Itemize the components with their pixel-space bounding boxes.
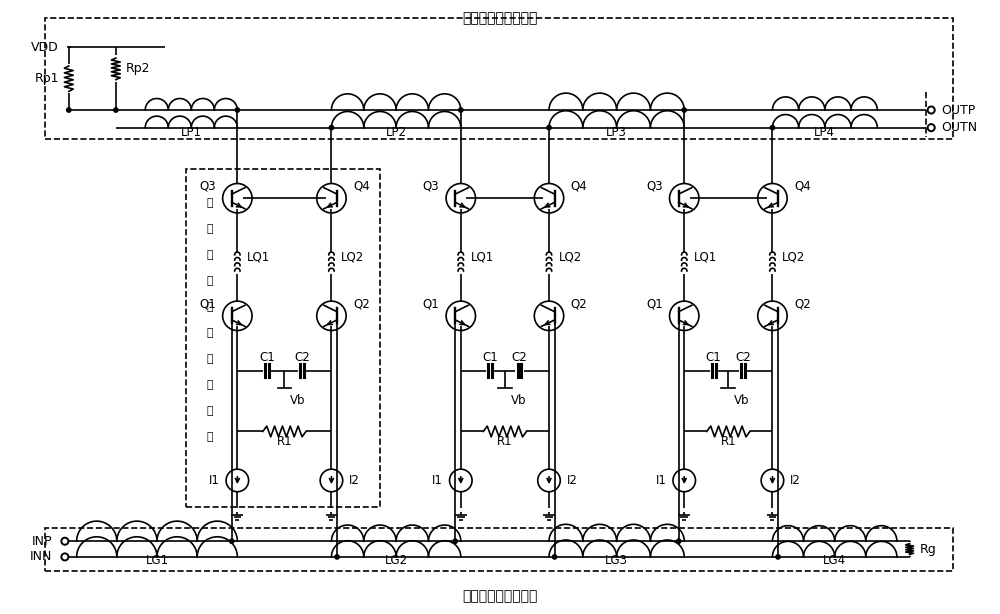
Text: C1: C1 bbox=[482, 351, 498, 365]
Text: 单: 单 bbox=[207, 406, 213, 416]
Text: 差分输入传输线单元: 差分输入传输线单元 bbox=[462, 589, 538, 603]
Text: Vb: Vb bbox=[290, 394, 306, 407]
Text: LP2: LP2 bbox=[386, 126, 407, 139]
Text: 均: 均 bbox=[207, 354, 213, 364]
Text: LQ1: LQ1 bbox=[471, 251, 494, 263]
Text: Q3: Q3 bbox=[199, 180, 216, 193]
Text: VDD: VDD bbox=[31, 41, 59, 54]
Circle shape bbox=[230, 539, 234, 543]
Bar bbox=[45, 527, 953, 570]
Text: 间: 间 bbox=[207, 276, 213, 286]
Circle shape bbox=[329, 125, 334, 130]
Text: C2: C2 bbox=[512, 351, 527, 365]
Text: C1: C1 bbox=[259, 351, 275, 365]
Text: I1: I1 bbox=[432, 474, 443, 487]
Bar bbox=[45, 18, 953, 139]
Text: Q3: Q3 bbox=[423, 180, 439, 193]
Text: R1: R1 bbox=[277, 435, 292, 448]
Text: Q1: Q1 bbox=[422, 298, 439, 311]
Circle shape bbox=[676, 539, 681, 543]
Text: 元: 元 bbox=[207, 432, 213, 442]
Text: R1: R1 bbox=[497, 435, 513, 448]
Text: Q4: Q4 bbox=[353, 180, 370, 193]
Text: Q2: Q2 bbox=[353, 298, 370, 311]
Text: 连: 连 bbox=[207, 198, 213, 208]
Text: LP1: LP1 bbox=[181, 126, 202, 139]
Text: LG4: LG4 bbox=[823, 554, 846, 567]
Text: Q1: Q1 bbox=[199, 298, 216, 311]
Text: I2: I2 bbox=[790, 474, 801, 487]
Circle shape bbox=[235, 108, 240, 112]
Circle shape bbox=[459, 108, 463, 112]
Text: 性: 性 bbox=[207, 328, 213, 338]
Text: LQ2: LQ2 bbox=[782, 251, 805, 263]
Text: Q2: Q2 bbox=[571, 298, 587, 311]
Text: I2: I2 bbox=[567, 474, 578, 487]
Circle shape bbox=[547, 125, 551, 130]
Text: I1: I1 bbox=[209, 474, 220, 487]
Text: C2: C2 bbox=[735, 351, 751, 365]
Text: Vb: Vb bbox=[511, 394, 526, 407]
Text: INP: INP bbox=[32, 535, 52, 548]
Text: 衡: 衡 bbox=[207, 380, 213, 390]
Text: OUTP: OUTP bbox=[941, 104, 975, 117]
Circle shape bbox=[776, 554, 780, 559]
Text: Q3: Q3 bbox=[646, 180, 663, 193]
Text: Q4: Q4 bbox=[571, 180, 587, 193]
Text: Q2: Q2 bbox=[794, 298, 811, 311]
Circle shape bbox=[552, 554, 557, 559]
Circle shape bbox=[682, 108, 686, 112]
Bar bbox=[186, 169, 380, 507]
Text: 续: 续 bbox=[207, 224, 213, 234]
Text: LQ1: LQ1 bbox=[694, 251, 717, 263]
Text: C1: C1 bbox=[706, 351, 722, 365]
Text: R1: R1 bbox=[721, 435, 736, 448]
Text: I1: I1 bbox=[656, 474, 667, 487]
Text: OUTN: OUTN bbox=[941, 121, 977, 134]
Text: INN: INN bbox=[30, 550, 52, 564]
Text: 线: 线 bbox=[207, 302, 213, 312]
Text: Q4: Q4 bbox=[794, 180, 811, 193]
Text: Vb: Vb bbox=[734, 394, 750, 407]
Text: Rp2: Rp2 bbox=[126, 63, 150, 76]
Text: Rp1: Rp1 bbox=[34, 72, 59, 85]
Circle shape bbox=[453, 539, 457, 543]
Circle shape bbox=[67, 108, 71, 112]
Text: LQ1: LQ1 bbox=[247, 251, 270, 263]
Text: LQ2: LQ2 bbox=[341, 251, 364, 263]
Circle shape bbox=[114, 108, 118, 112]
Text: LP3: LP3 bbox=[606, 126, 627, 139]
Text: LQ2: LQ2 bbox=[559, 251, 582, 263]
Text: LG1: LG1 bbox=[145, 554, 169, 567]
Text: LG3: LG3 bbox=[605, 554, 628, 567]
Text: Rg: Rg bbox=[919, 543, 936, 556]
Circle shape bbox=[770, 125, 775, 130]
Text: LP4: LP4 bbox=[814, 126, 835, 139]
Circle shape bbox=[335, 554, 339, 559]
Text: I2: I2 bbox=[349, 474, 360, 487]
Text: Q1: Q1 bbox=[646, 298, 663, 311]
Text: 时: 时 bbox=[207, 250, 213, 260]
Text: C2: C2 bbox=[294, 351, 310, 365]
Text: 差分输出传输线单元: 差分输出传输线单元 bbox=[462, 11, 538, 25]
Text: LG2: LG2 bbox=[385, 554, 408, 567]
